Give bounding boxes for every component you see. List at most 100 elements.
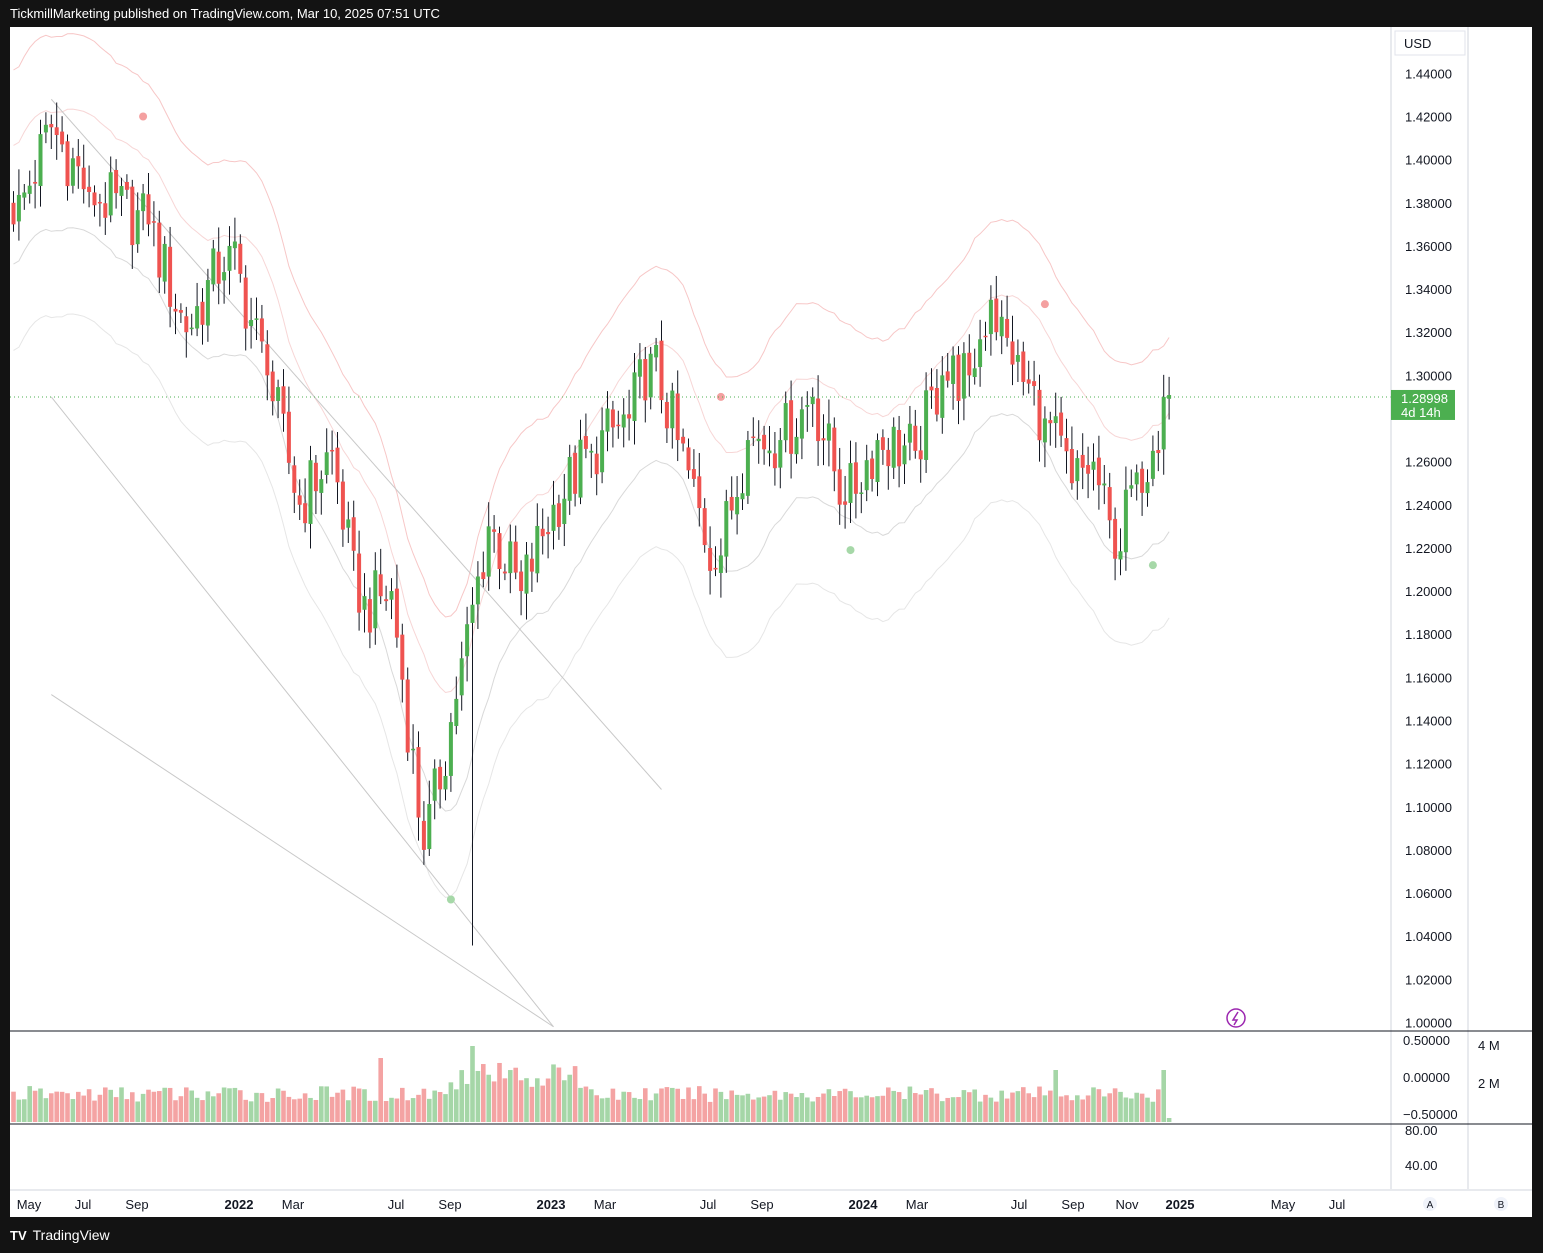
volume-bar	[162, 1087, 167, 1122]
volume-bar	[562, 1080, 567, 1122]
volume-bar	[205, 1091, 211, 1122]
candle-body	[789, 400, 794, 454]
candle-body	[130, 186, 135, 246]
pane2-tick-label: 40.00	[1405, 1158, 1438, 1173]
volume-bar	[464, 1083, 470, 1122]
currency-button[interactable]	[1394, 30, 1466, 56]
volume-bar	[864, 1095, 869, 1122]
volume-bar	[1123, 1097, 1129, 1122]
volume-bar	[335, 1092, 340, 1122]
time-tick-label: Sep	[438, 1197, 461, 1212]
candle-body	[1118, 551, 1123, 560]
candle-body	[907, 423, 912, 443]
volume-bar	[902, 1099, 907, 1122]
volume-bar	[1015, 1091, 1021, 1122]
candle-body	[691, 469, 696, 479]
candle-body	[1107, 487, 1112, 521]
volume-bar	[594, 1095, 599, 1122]
price-tick-label: 1.20000	[1405, 584, 1452, 599]
volume-bar	[826, 1089, 832, 1122]
candle-body	[929, 386, 934, 391]
candle-body	[421, 820, 426, 850]
candle-body	[508, 541, 513, 574]
volume-bar	[794, 1097, 799, 1122]
volume-bar	[1139, 1093, 1145, 1122]
candle-body	[211, 248, 216, 285]
candle-body	[330, 449, 335, 452]
volume-bar	[167, 1087, 173, 1122]
candle-body	[1123, 489, 1128, 553]
candle-body	[200, 301, 205, 325]
chart-canvas[interactable]: USD 1.44000 1.42000 1.40000 1.38000 1.36000 1.…	[10, 27, 1532, 1217]
scale-button-b[interactable]: B	[1498, 1200, 1505, 1211]
volume-bar	[745, 1093, 751, 1122]
candle-body	[627, 414, 632, 419]
sell-signal-dot	[139, 112, 148, 121]
volume-bar	[481, 1064, 486, 1122]
price-tick-label: 1.24000	[1405, 498, 1452, 513]
envelope-bands	[13, 33, 1170, 898]
time-tick-label: Jul	[700, 1197, 717, 1212]
chart-frame[interactable]: USD 1.44000 1.42000 1.40000 1.38000 1.36000 1.…	[10, 27, 1532, 1217]
candle-body	[1140, 468, 1145, 493]
candle-body	[600, 430, 605, 473]
volume-bar	[421, 1088, 427, 1122]
candle-body	[438, 766, 443, 790]
volume-bar	[664, 1087, 670, 1122]
candle-body	[772, 453, 777, 469]
scale-button-a[interactable]: A	[1427, 1200, 1434, 1211]
volume-bar	[227, 1088, 232, 1122]
volume-bar	[1129, 1098, 1134, 1122]
time-tick-label: Mar	[906, 1197, 929, 1212]
candle-body	[1096, 457, 1101, 486]
candle-body	[535, 525, 540, 574]
candle-body	[972, 368, 977, 378]
buy-signal-dot	[446, 895, 455, 904]
volume-bar	[59, 1091, 65, 1122]
price-tick-label: 1.06000	[1405, 886, 1452, 901]
volume-bar	[637, 1099, 643, 1122]
candle-body	[1026, 379, 1031, 384]
candle-body	[675, 393, 680, 441]
volume-bar	[329, 1096, 335, 1122]
candle-body	[821, 438, 826, 441]
volume-bar	[113, 1097, 119, 1122]
volume-bar	[135, 1101, 140, 1122]
volume-bar	[761, 1096, 767, 1122]
volume-bar	[1064, 1095, 1069, 1122]
candle-body	[994, 298, 999, 333]
volume-tick-label: 2 M	[1478, 1076, 1500, 1091]
volume-bar	[967, 1092, 972, 1122]
volume-bar	[351, 1086, 356, 1122]
volume-bar	[211, 1096, 216, 1122]
candle-body	[664, 401, 669, 429]
candle-body	[610, 409, 615, 428]
candle-body	[470, 604, 475, 623]
candle-body	[967, 352, 972, 376]
volume-bar	[680, 1098, 686, 1122]
candle-body	[540, 528, 545, 537]
candle-body	[562, 498, 567, 525]
time-tick-label: 2022	[225, 1197, 254, 1212]
band-line	[13, 108, 1170, 694]
candle-body	[751, 436, 756, 439]
price-tick-label: 1.26000	[1405, 455, 1452, 470]
time-tick-label: Sep	[125, 1197, 148, 1212]
candle-body	[16, 194, 21, 222]
volume-bar	[216, 1093, 221, 1122]
candle-body	[135, 210, 140, 245]
candle-body	[232, 241, 237, 249]
candle-body	[502, 571, 507, 574]
volume-bar	[410, 1098, 416, 1122]
candle-body	[189, 327, 194, 330]
candle-body	[756, 438, 761, 442]
volume-bar	[999, 1090, 1004, 1122]
volume-bar	[151, 1091, 157, 1122]
volume-bar	[173, 1100, 178, 1122]
candle-body	[616, 424, 621, 427]
last-price-tag	[1391, 389, 1455, 420]
candle-body	[1042, 418, 1047, 443]
price-tick-label: 1.30000	[1405, 368, 1452, 383]
candle-body	[578, 439, 583, 498]
volume-bar	[405, 1100, 410, 1122]
